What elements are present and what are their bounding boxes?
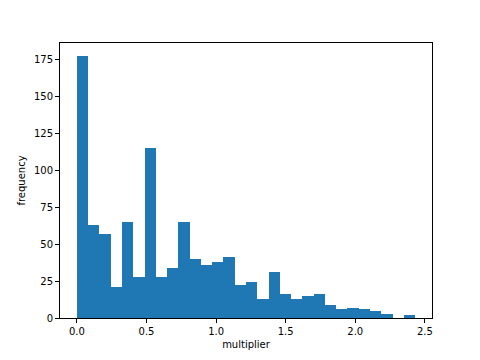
svg-text:2.0: 2.0 [347, 326, 363, 337]
svg-text:frequency: frequency [16, 155, 27, 205]
svg-text:150: 150 [34, 91, 53, 102]
svg-text:0.0: 0.0 [69, 326, 85, 337]
svg-text:50: 50 [40, 239, 53, 250]
svg-text:75: 75 [40, 202, 53, 213]
svg-text:0.5: 0.5 [139, 326, 155, 337]
svg-text:25: 25 [40, 276, 53, 287]
svg-text:0: 0 [47, 313, 53, 324]
svg-text:1.0: 1.0 [208, 326, 224, 337]
svg-text:2.5: 2.5 [417, 326, 433, 337]
svg-text:125: 125 [34, 128, 53, 139]
svg-text:100: 100 [34, 165, 53, 176]
svg-text:multiplier: multiplier [222, 339, 271, 350]
svg-text:175: 175 [34, 54, 53, 65]
svg-text:1.5: 1.5 [278, 326, 294, 337]
